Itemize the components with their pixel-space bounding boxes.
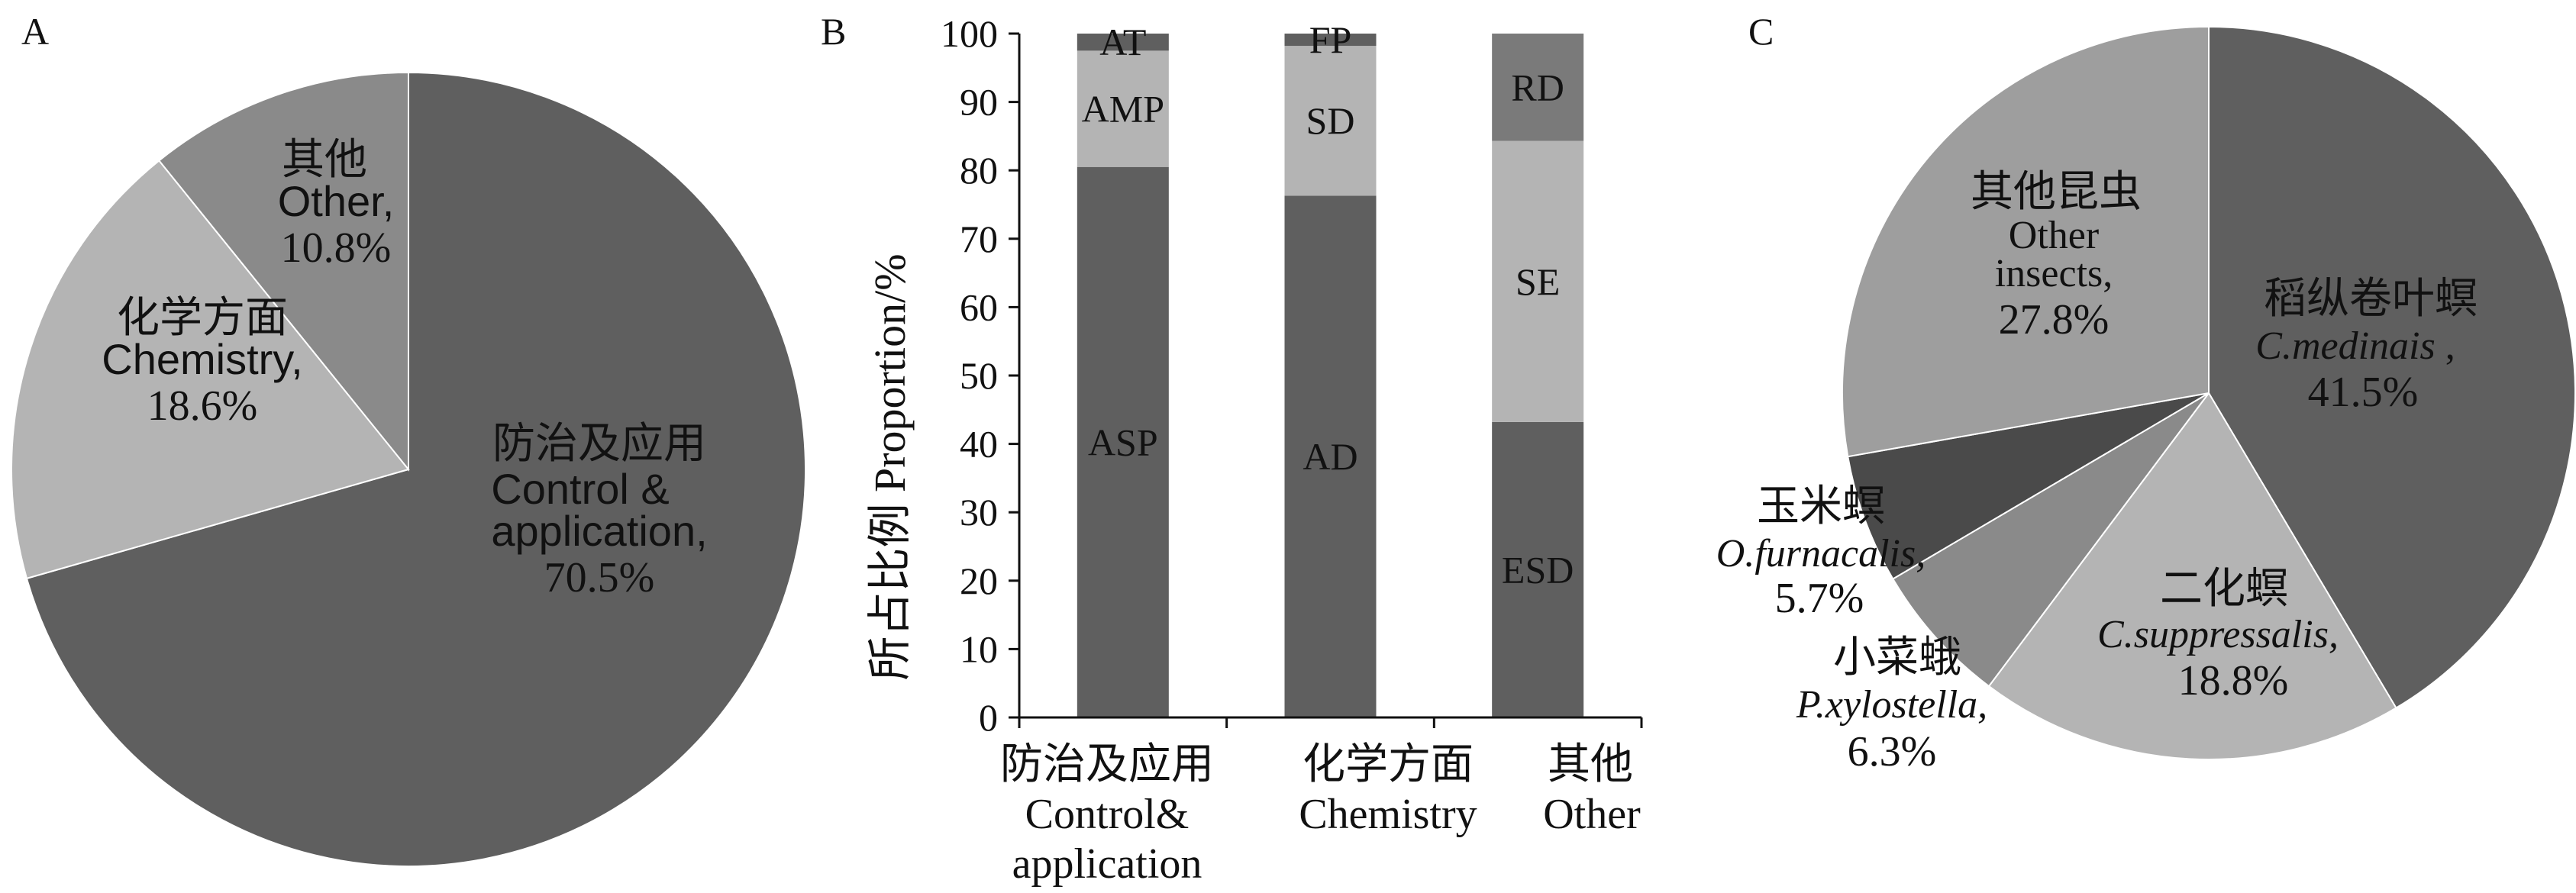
bar-b-segment-se <box>1492 140 1584 422</box>
pie-a-label-chem-en1: Chemistry, <box>102 335 302 383</box>
bar-b-cat-chem-en1: Chemistry <box>1299 791 1477 838</box>
pie-chart-a: 防治及应用 Control & application, 70.5% 化学方面 … <box>11 71 806 867</box>
bar-b-segment-esd <box>1492 421 1584 717</box>
pie-c-label-ofur-zh: 玉米螟 <box>1757 483 1885 530</box>
pie-a-label-other-zh: 其他 <box>282 137 367 184</box>
panel-letter-a: A <box>21 10 49 53</box>
bar-b-cat-other-zh: 其他 <box>1548 741 1633 788</box>
bar-b-cat-control-en2: application <box>1012 840 1202 888</box>
pie-a-slice-2 <box>157 71 409 472</box>
panel-letter-b: B <box>821 10 846 53</box>
bar-b-y-tick-label: 30 <box>960 491 998 534</box>
bar-b-seg-label-se: SE <box>1516 260 1560 303</box>
bar-b-segment-asp <box>1077 166 1169 718</box>
bar-b-seg-label-amp: AMP <box>1082 88 1164 131</box>
bar-b-y-tick-label: 40 <box>960 423 998 466</box>
bar-b-cat-control-zh: 防治及应用 <box>1000 741 1214 788</box>
bar-b-seg-label-rd: RD <box>1511 66 1564 108</box>
pie-c-label-pxyl-zh: 小菜蛾 <box>1833 634 1961 682</box>
bar-b-y-tick-label: 0 <box>979 696 998 739</box>
bar-b-seg-label-asp: ASP <box>1088 421 1158 463</box>
pie-chart-c: 稻纵卷叶螟 C.medinais , 41.5% 二化螟 C.suppressa… <box>1716 25 2576 775</box>
stacked-bar-chart-b: 所占比例 Proportion/% 0 10 20 30 40 50 60 70 80 90 100… <box>865 12 1643 888</box>
bar-b-cat-chem-zh: 化学方面 <box>1303 741 1474 788</box>
pie-a-label-chem-pct: 18.6% <box>147 382 258 430</box>
bar-b-y-tick-label: 10 <box>960 627 998 670</box>
pie-c-label-csup-sci: C.suppressalis, <box>2097 613 2339 656</box>
bar-b-seg-label-fp: FP <box>1309 18 1352 61</box>
pie-c-label-cmed-pct: 41.5% <box>2308 369 2419 416</box>
pie-c-slice-4 <box>1842 25 2210 458</box>
bar-b-y-tick-label: 70 <box>960 218 998 260</box>
pie-a-label-control-pct: 70.5% <box>544 554 655 601</box>
bar-b-segment-ad <box>1284 195 1377 717</box>
bar-b-y-axis-label: 所占比例 Proportion/% <box>865 253 915 680</box>
pie-a-slice-1 <box>11 160 410 580</box>
pie-c-label-pxyl-pct: 6.3% <box>1848 728 1937 775</box>
bar-b-cat-other-en1: Other <box>1543 791 1641 838</box>
pie-c-label-pxyl-sci: P.xylostella, <box>1796 683 1987 727</box>
pie-a-label-control-en1: Control & <box>491 465 669 513</box>
pie-c-slice-3 <box>1847 392 2210 580</box>
pie-c-label-cmed-suffix: , <box>2436 324 2455 368</box>
pie-c-label-csup-zh: 二化螟 <box>2160 566 2288 613</box>
pie-c-label-cmed-zh: 稻纵卷叶螟 <box>2264 276 2478 323</box>
bar-b-y-tick-label: 50 <box>960 354 998 397</box>
bar-b-segment-rd <box>1492 34 1584 141</box>
pie-c-label-csup-pct: 18.8% <box>2178 657 2289 704</box>
pie-a-label-other-en1: Other, <box>278 177 395 225</box>
pie-a-label-other-pct: 10.8% <box>281 224 392 272</box>
bar-b-seg-label-esd: ESD <box>1502 548 1574 591</box>
pie-c-label-cmed-sci-name: C.medinais <box>2255 324 2435 368</box>
pie-c-label-other-sci1: Other <box>2009 214 2099 257</box>
pie-c-label-ofur-pct: 5.7% <box>1775 575 1864 622</box>
pie-c-slice-1 <box>1987 392 2397 760</box>
bar-b-seg-label-at: AT <box>1099 21 1146 63</box>
bar-b-segment-amp <box>1077 50 1169 167</box>
bar-b-y-tick-label: 60 <box>960 285 998 328</box>
pie-c-label-other-zh: 其他昆虫 <box>1971 169 2142 216</box>
bar-b-cat-control-en1: Control& <box>1025 791 1190 838</box>
bar-b-segment-sd <box>1284 46 1377 196</box>
pie-c-label-other-sci2: insects, <box>1995 252 2113 295</box>
pie-c-label-ofur-sci: O.furnacalis, <box>1716 532 1926 575</box>
pie-a-label-chem-zh: 化学方面 <box>117 295 288 342</box>
pie-c-slice-2 <box>1891 392 2210 688</box>
bar-b-segment-at <box>1077 34 1169 51</box>
bar-b-y-tick-label: 100 <box>941 12 998 55</box>
bar-b-segment-fp <box>1284 34 1377 47</box>
bar-b-seg-label-ad: AD <box>1303 435 1357 478</box>
panel-letter-c: C <box>1748 10 1774 53</box>
bar-b-y-tick-label: 90 <box>960 81 998 124</box>
bar-b-y-tick-label: 20 <box>960 559 998 602</box>
bar-b-y-tick-label: 80 <box>960 149 998 192</box>
pie-a-label-control-zh: 防治及应用 <box>492 421 706 468</box>
pie-c-slice-0 <box>2208 25 2576 709</box>
bar-b-seg-label-sd: SD <box>1306 99 1355 142</box>
pie-c-label-other-pct: 27.8% <box>1999 296 2110 343</box>
pie-c-label-cmed-sci: C.medinais , <box>2255 324 2455 368</box>
pie-a-slice-0 <box>25 71 806 867</box>
pie-a-label-control-en2: application, <box>491 507 707 555</box>
